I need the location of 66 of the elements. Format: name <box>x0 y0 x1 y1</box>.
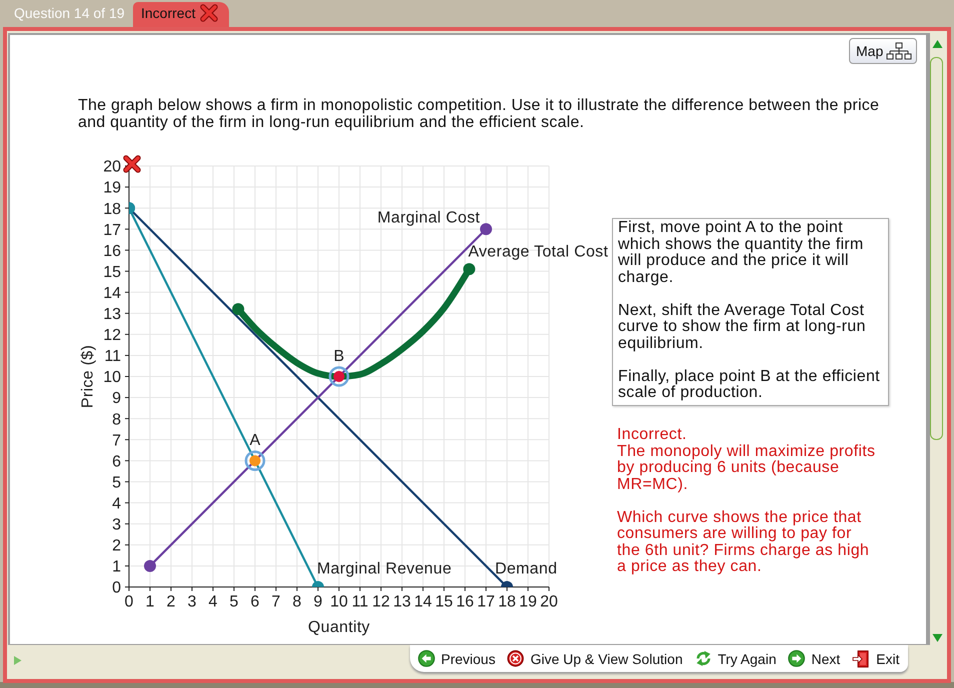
x-tick-label: 4 <box>208 593 218 610</box>
series-label: Demand <box>495 560 558 578</box>
y-tick-label: 17 <box>103 222 122 239</box>
x-tick-label: 17 <box>477 593 495 610</box>
x-tick-label: 20 <box>540 593 558 610</box>
previous-button[interactable]: Previous <box>418 650 496 667</box>
map-button[interactable]: Map <box>849 38 917 64</box>
x-tick-label: 15 <box>435 593 453 610</box>
x-tick-label: 1 <box>146 593 155 610</box>
scrollbar-thumb[interactable] <box>930 57 943 440</box>
series-label: A <box>250 432 261 450</box>
x-tick-label: 10 <box>330 593 348 610</box>
x-tick-label: 18 <box>498 593 516 610</box>
y-tick-label: 8 <box>112 411 122 428</box>
y-tick-label: 1 <box>112 558 122 576</box>
x-axis-title: Quantity <box>308 619 370 636</box>
x-tick-label: 0 <box>124 593 134 610</box>
text: First, move point A to the point which shows the quantity the firm will produce and the price it will charge. Next, shift the Average Total Cost curve to show the firm at long-run equilibrium. Finally, place point B at the efficient scale of production. <box>618 219 880 401</box>
series-label: Marginal Cost <box>377 210 480 227</box>
y-tick-label: 20 <box>103 158 122 176</box>
x-tick-label: 12 <box>372 593 390 610</box>
x-tick-label: 16 <box>456 593 474 610</box>
y-tick-label: 7 <box>112 432 122 450</box>
y-tick-label: 12 <box>103 327 122 344</box>
y-tick-label: 3 <box>112 516 122 534</box>
y-axis-title: Price ($) <box>80 344 96 408</box>
y-tick-label: 4 <box>112 495 122 512</box>
y-tick-label: 5 <box>112 474 122 492</box>
x-tick-label: 8 <box>292 593 302 610</box>
y-tick-label: 6 <box>112 453 122 470</box>
exit-button[interactable]: Exit <box>852 650 900 668</box>
point <box>144 560 156 572</box>
try-again-button[interactable]: Try Again <box>694 650 776 667</box>
y-tick-label: 15 <box>103 264 122 281</box>
x-tick-label: 3 <box>188 593 197 610</box>
x-tick-label: 7 <box>272 593 281 610</box>
x-tick-label: 6 <box>250 593 260 610</box>
x-tick-label: 14 <box>414 593 432 610</box>
series-label: Average Total Cost <box>468 244 608 261</box>
x-tick-label: 5 <box>230 593 239 610</box>
series-label: B <box>334 348 344 365</box>
y-tick-label: 18 <box>103 200 122 218</box>
y-tick-label: 11 <box>104 348 122 366</box>
text: Question 14 of 19 <box>14 4 125 23</box>
y-tick-label: 0 <box>112 580 122 597</box>
status-tab: Incorrect <box>133 2 229 28</box>
x-tick-label: 13 <box>393 593 411 610</box>
y-tick-label: 10 <box>103 369 122 386</box>
next-button[interactable]: Next <box>788 650 840 667</box>
y-tick-label: 19 <box>103 180 122 197</box>
point <box>232 303 244 316</box>
y-tick-label: 13 <box>103 306 122 324</box>
y-tick-label: 2 <box>112 538 122 555</box>
text: Incorrect. The monopoly will maximize profits by producing 6 units (because MR=MC). Which curve shows the price that consumers are willing to pay for the 6th unit? Firms charge as high a price as they can. <box>617 426 876 576</box>
give-up-button[interactable]: Give Up & View Solution <box>507 650 683 667</box>
y-tick-label: 14 <box>103 284 122 302</box>
series-label: Marginal Revenue <box>317 560 452 578</box>
x-tick-label: 11 <box>352 593 368 610</box>
x-tick-label: 2 <box>166 593 176 610</box>
x-tick-label: 19 <box>519 593 537 610</box>
chart-title: The graph below shows a firm in monopolistic competition. Use it to illustrate the difference between the price and quantity of the firm in long-run equilibrium and the efficient scale. <box>78 97 880 131</box>
y-tick-label: 16 <box>103 242 122 260</box>
y-tick-label: 9 <box>112 390 122 408</box>
x-tick-label: 9 <box>314 593 323 610</box>
point <box>463 263 476 276</box>
point <box>480 223 492 236</box>
